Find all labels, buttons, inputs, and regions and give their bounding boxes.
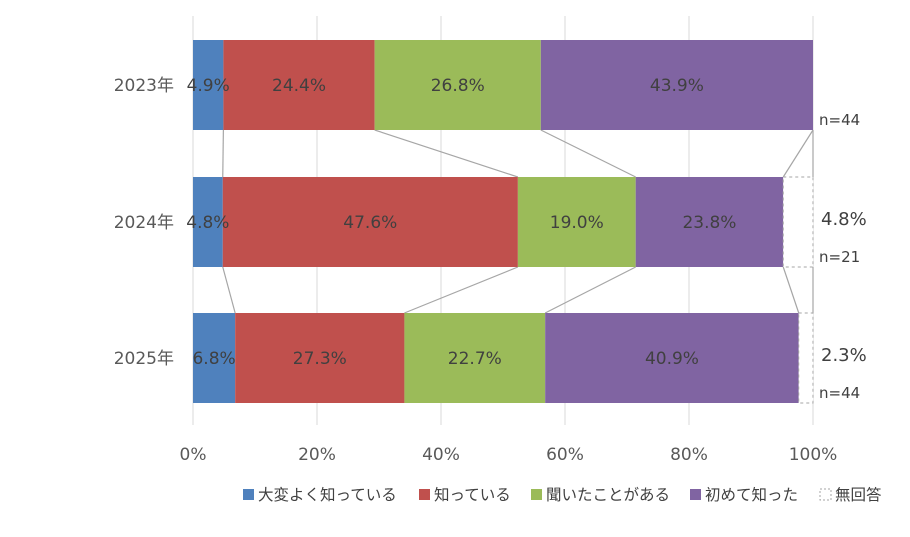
x-tick-label: 100%: [789, 445, 838, 465]
x-tick-label: 0%: [180, 445, 207, 465]
series-line: [222, 129, 224, 178]
series-line: [782, 129, 814, 178]
legend-swatch: [531, 489, 542, 500]
legend-label: 聞いたことがある: [546, 486, 670, 504]
sample-size-label: n=44: [819, 384, 860, 402]
data-label: 22.7%: [448, 349, 502, 369]
bar-segment: [374, 40, 541, 130]
bars-layer: [193, 40, 814, 404]
bar-segment: [798, 312, 814, 404]
series-line: [544, 266, 636, 314]
legend: 大変よく知っている 知っている 聞いたことがある 初めて知った 無回答: [243, 486, 882, 504]
series-line: [540, 129, 636, 178]
data-label: 6.8%: [192, 349, 235, 369]
data-label: 43.9%: [650, 76, 704, 96]
x-tick-label: 20%: [298, 445, 336, 465]
bar-segment: [782, 176, 814, 268]
x-tick-label: 80%: [670, 445, 708, 465]
category-label: 2024年: [114, 213, 174, 233]
data-label: 40.9%: [645, 349, 699, 369]
data-label: 26.8%: [431, 76, 485, 96]
bar-segment: [193, 177, 223, 267]
data-label: 4.9%: [187, 76, 230, 96]
category-label: 2025年: [114, 349, 174, 369]
bar-segment: [517, 177, 636, 267]
series-line: [782, 266, 800, 314]
data-label: 27.3%: [293, 349, 347, 369]
no-answer-label: 4.8%: [821, 209, 867, 230]
bar-segment: [545, 313, 799, 403]
bar-segment: [223, 40, 375, 130]
data-label: 47.6%: [343, 213, 397, 233]
no-answer-label: 2.3%: [821, 345, 867, 366]
legend-swatch: [243, 489, 254, 500]
bar-segment: [635, 177, 784, 267]
category-label: 2023年: [114, 76, 174, 96]
bar-segment: [222, 177, 518, 267]
legend-swatch: [690, 489, 701, 500]
bar-segment: [235, 313, 405, 403]
sample-size-label: n=21: [819, 248, 860, 266]
bar-segment: [404, 313, 546, 403]
legend-label: 大変よく知っている: [258, 486, 397, 504]
legend-swatch: [419, 489, 430, 500]
data-label: 24.4%: [272, 76, 326, 96]
bar-segment: [193, 313, 236, 403]
series-lines-layer: [222, 129, 814, 314]
series-line: [404, 266, 519, 314]
bar-segment: [193, 40, 224, 130]
legend-label: 無回答: [835, 486, 882, 504]
data-label: 23.8%: [682, 213, 736, 233]
data-label: 19.0%: [550, 213, 604, 233]
series-line: [222, 266, 236, 314]
legend-label: 初めて知った: [705, 486, 798, 504]
bar-segment: [540, 40, 813, 130]
series-line: [374, 129, 519, 178]
data-label: 4.8%: [186, 213, 229, 233]
legend-label: 知っている: [434, 486, 511, 504]
labels-layer: 0% 20% 40% 60% 80% 100% 4.9% 24.4% 26.8% 43.9% 202…: [114, 76, 867, 465]
legend-swatch: [819, 488, 832, 501]
sample-size-label: n=44: [819, 111, 860, 129]
x-tick-label: 40%: [422, 445, 460, 465]
x-tick-label: 60%: [546, 445, 584, 465]
